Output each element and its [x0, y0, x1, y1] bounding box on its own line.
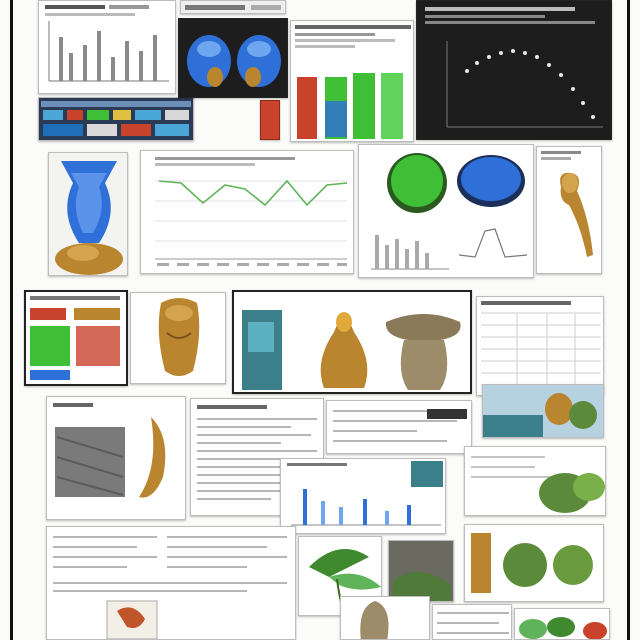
top-mini-strip: [180, 0, 286, 14]
bottom-doc-panel: [46, 526, 296, 640]
cone-mushroom-graphic: [242, 310, 461, 390]
bottom-figure-panel: [340, 596, 430, 640]
bottom-doc-graphic: [53, 536, 287, 639]
textured-photo-panel: [388, 540, 454, 602]
leaf-photo-panel: [464, 446, 606, 516]
photo-strip-graphic: [483, 385, 603, 437]
text-doc-panel: [190, 398, 324, 516]
seed-pods-icon: [471, 533, 593, 593]
table-graphic: [481, 301, 601, 389]
color-table-graphic: [41, 101, 191, 136]
ochre-figure-panel: [130, 292, 226, 384]
blue-vase-panel: [48, 152, 128, 276]
swatches-panel: [24, 290, 128, 386]
dark-scatter-graphic: [425, 7, 603, 128]
seed-pod-icon: [541, 151, 593, 257]
outer-frame: [10, 0, 630, 640]
blue-vase-figure-icon: [55, 161, 123, 275]
blue-bar-chart-graphic: [287, 461, 443, 526]
top-mini-strip-graphic: [185, 5, 281, 10]
blue-figures-panel: [178, 18, 288, 98]
blue-figures-graphic: [187, 35, 281, 87]
bottom-figure-graphic: [360, 601, 389, 639]
mini-doc-panel: [326, 400, 472, 454]
spheres-graphic: [371, 153, 528, 270]
textured-photo-graphic: [389, 541, 453, 601]
bottom-leaves-graphic: [519, 617, 607, 639]
spheres-panel: [358, 144, 534, 278]
color-table-strip: [38, 97, 194, 141]
colored-bars-graphic: [295, 25, 411, 139]
ochre-figure-icon: [158, 298, 200, 376]
leaf-photo-graphic: [471, 456, 605, 513]
bottom-mini-table-graphic: [437, 612, 509, 634]
texture-leaf-panel: [46, 396, 186, 520]
bottom-leaves-panel: [514, 608, 610, 640]
line-chart-graphic: [155, 157, 348, 266]
bar-chart-panel-top-left: [38, 0, 176, 94]
dark-scatter-panel: [416, 0, 612, 140]
mini-doc-graphic: [333, 409, 467, 442]
cone-mushroom-panel: [232, 290, 472, 394]
seed-pod-panel: [536, 146, 602, 274]
photo-strip-panel: [482, 384, 604, 438]
texture-leaf-graphic: [53, 403, 166, 498]
table-panel-right: [476, 296, 604, 396]
line-chart-panel: [140, 150, 354, 274]
red-block: [260, 100, 280, 140]
bar-chart-top-left: [45, 5, 169, 82]
bottom-mini-table: [432, 604, 512, 640]
colored-bars-panel: [290, 20, 414, 142]
swatches-graphic: [30, 296, 120, 380]
blue-bar-chart-panel: [280, 458, 446, 534]
seed-pods-panel: [464, 524, 604, 602]
